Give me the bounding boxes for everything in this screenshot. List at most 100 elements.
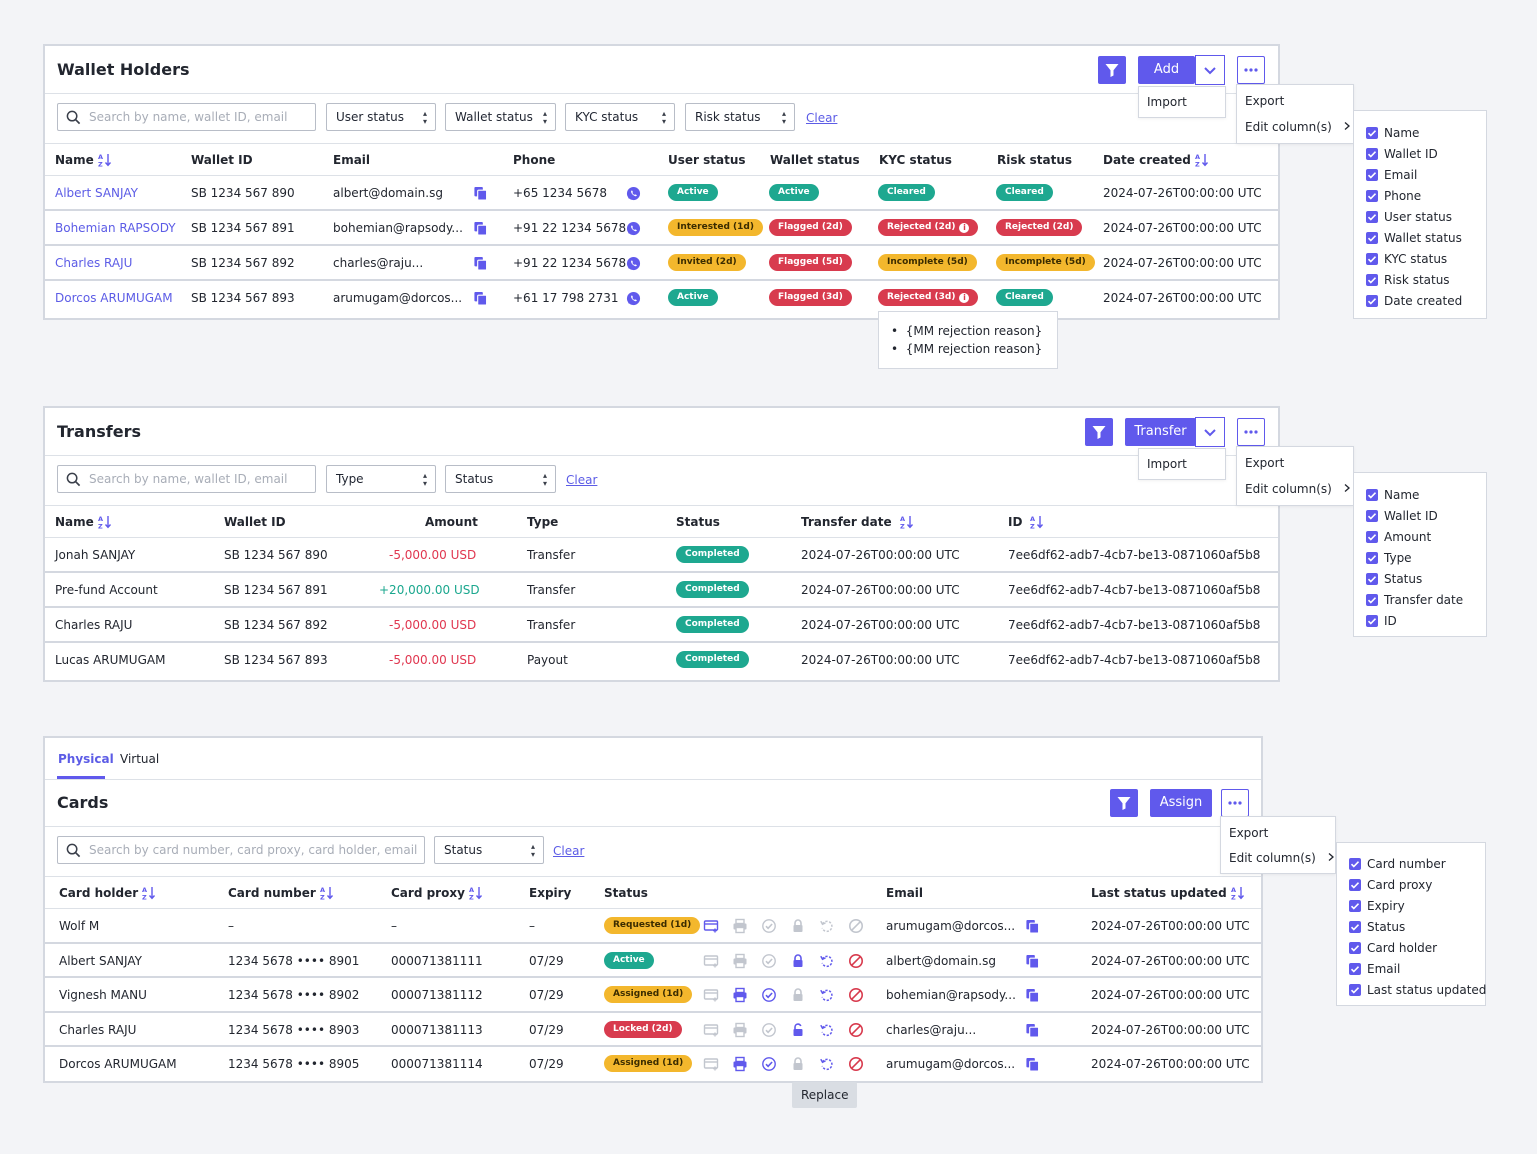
- search-box[interactable]: [57, 103, 316, 131]
- print-icon[interactable]: [732, 987, 748, 1003]
- checkbox-icon[interactable]: [1366, 127, 1378, 139]
- wallet-holder-name-link[interactable]: Dorcos ARUMUGAM: [55, 291, 173, 305]
- checkbox-icon[interactable]: [1349, 963, 1361, 975]
- kyc-status-filter[interactable]: KYC status ▴ ▾: [565, 103, 675, 131]
- menu-item-edit-columns[interactable]: Edit column(s): [1245, 120, 1352, 134]
- checkbox-icon[interactable]: [1366, 232, 1378, 244]
- copy-icon[interactable]: [473, 256, 488, 271]
- checkbox-icon[interactable]: [1366, 615, 1378, 627]
- column-toggle[interactable]: Email: [1349, 961, 1400, 977]
- column-toggle[interactable]: Wallet status: [1366, 230, 1462, 246]
- column-toggle[interactable]: Amount: [1366, 529, 1431, 545]
- column-toggle[interactable]: Card holder: [1349, 940, 1437, 956]
- checkbox-icon[interactable]: [1366, 573, 1378, 585]
- sort-icon[interactable]: [98, 153, 112, 167]
- checkbox-icon[interactable]: [1366, 531, 1378, 543]
- checkbox-icon[interactable]: [1366, 253, 1378, 265]
- more-options-button[interactable]: [1221, 789, 1249, 817]
- replace-icon[interactable]: [819, 1056, 835, 1072]
- column-toggle[interactable]: Card number: [1349, 856, 1446, 872]
- column-toggle[interactable]: User status: [1366, 209, 1452, 225]
- more-options-button[interactable]: [1237, 418, 1265, 446]
- activate-icon[interactable]: [761, 987, 777, 1003]
- column-toggle[interactable]: Wallet ID: [1366, 146, 1438, 162]
- risk-status-filter[interactable]: Risk status ▴ ▾: [685, 103, 795, 131]
- block-icon[interactable]: [848, 1056, 864, 1072]
- column-toggle[interactable]: Expiry: [1349, 898, 1405, 914]
- column-header-card-holder[interactable]: Card holder: [59, 886, 156, 900]
- add-dropdown-button[interactable]: [1195, 55, 1225, 85]
- checkbox-icon[interactable]: [1366, 169, 1378, 181]
- column-toggle[interactable]: Status: [1349, 919, 1405, 935]
- menu-item-edit-columns[interactable]: Edit column(s): [1229, 851, 1336, 865]
- sort-icon[interactable]: [469, 886, 483, 900]
- checkbox-icon[interactable]: [1366, 594, 1378, 606]
- status-filter[interactable]: Status ▴ ▾: [445, 465, 556, 493]
- info-icon[interactable]: i: [959, 223, 970, 233]
- menu-item-export[interactable]: Export: [1229, 826, 1269, 840]
- column-toggle[interactable]: Phone: [1366, 188, 1421, 204]
- column-toggle[interactable]: Risk status: [1366, 272, 1450, 288]
- lock-icon[interactable]: [790, 953, 806, 969]
- whatsapp-icon[interactable]: [626, 221, 641, 236]
- menu-item-export[interactable]: Export: [1245, 456, 1285, 470]
- tab-physical[interactable]: Physical: [58, 752, 114, 766]
- clear-filters-link[interactable]: Clear: [553, 844, 585, 858]
- checkbox-icon[interactable]: [1349, 900, 1361, 912]
- block-icon[interactable]: [848, 1022, 864, 1038]
- column-header-last-status-updated[interactable]: Last status updated: [1091, 886, 1245, 900]
- sort-icon[interactable]: [142, 886, 156, 900]
- filter-button[interactable]: [1098, 56, 1126, 84]
- copy-icon[interactable]: [473, 291, 488, 306]
- checkbox-icon[interactable]: [1366, 552, 1378, 564]
- status-filter[interactable]: Status ▴ ▾: [434, 836, 544, 864]
- transfer-dropdown-button[interactable]: [1195, 417, 1225, 447]
- sort-icon[interactable]: [1195, 153, 1209, 167]
- column-toggle[interactable]: KYC status: [1366, 251, 1447, 267]
- print-icon[interactable]: [732, 1056, 748, 1072]
- filter-button[interactable]: [1110, 789, 1138, 817]
- copy-icon[interactable]: [1025, 954, 1040, 969]
- filter-button[interactable]: [1085, 418, 1113, 446]
- copy-icon[interactable]: [1025, 1023, 1040, 1038]
- menu-item-import[interactable]: Import: [1147, 457, 1187, 471]
- search-box[interactable]: [57, 465, 316, 493]
- column-toggle[interactable]: Status: [1366, 571, 1422, 587]
- column-toggle[interactable]: ID: [1366, 613, 1397, 629]
- tab-virtual[interactable]: Virtual: [120, 752, 160, 766]
- search-input[interactable]: [89, 843, 424, 857]
- column-toggle[interactable]: Name: [1366, 125, 1419, 141]
- column-header-card-proxy[interactable]: Card proxy: [391, 886, 483, 900]
- search-input[interactable]: [89, 472, 315, 486]
- column-header-card-number[interactable]: Card number: [228, 886, 334, 900]
- column-toggle[interactable]: Last status updated: [1349, 982, 1486, 998]
- assign-button[interactable]: Assign: [1150, 789, 1212, 817]
- column-toggle[interactable]: Transfer date: [1366, 592, 1463, 608]
- replace-icon[interactable]: [819, 987, 835, 1003]
- column-toggle[interactable]: Wallet ID: [1366, 508, 1438, 524]
- checkbox-icon[interactable]: [1366, 489, 1378, 501]
- column-toggle[interactable]: Date created: [1366, 293, 1462, 309]
- checkbox-icon[interactable]: [1366, 274, 1378, 286]
- replace-icon[interactable]: [819, 1022, 835, 1038]
- copy-icon[interactable]: [473, 186, 488, 201]
- whatsapp-icon[interactable]: [626, 256, 641, 271]
- clear-filters-link[interactable]: Clear: [806, 111, 838, 125]
- wallet-holder-name-link[interactable]: Charles RAJU: [55, 256, 133, 270]
- wallet-holder-name-link[interactable]: Bohemian RAPSODY: [55, 221, 176, 235]
- wallet-status-filter[interactable]: Wallet status ▴ ▾: [445, 103, 556, 131]
- kyc-status-badge[interactable]: Rejected (3d) i: [878, 289, 979, 306]
- column-header-name[interactable]: Name: [55, 153, 112, 167]
- checkbox-icon[interactable]: [1349, 984, 1361, 996]
- sort-icon[interactable]: [1231, 886, 1245, 900]
- more-options-button[interactable]: [1237, 56, 1265, 84]
- whatsapp-icon[interactable]: [626, 291, 641, 306]
- block-icon[interactable]: [848, 987, 864, 1003]
- copy-icon[interactable]: [1025, 919, 1040, 934]
- column-header-transfer-date[interactable]: Transfer date: [801, 515, 914, 529]
- column-toggle[interactable]: Card proxy: [1349, 877, 1432, 893]
- search-box[interactable]: [57, 836, 425, 864]
- transfer-button[interactable]: Transfer: [1125, 418, 1196, 446]
- sort-icon[interactable]: [320, 886, 334, 900]
- checkbox-icon[interactable]: [1349, 858, 1361, 870]
